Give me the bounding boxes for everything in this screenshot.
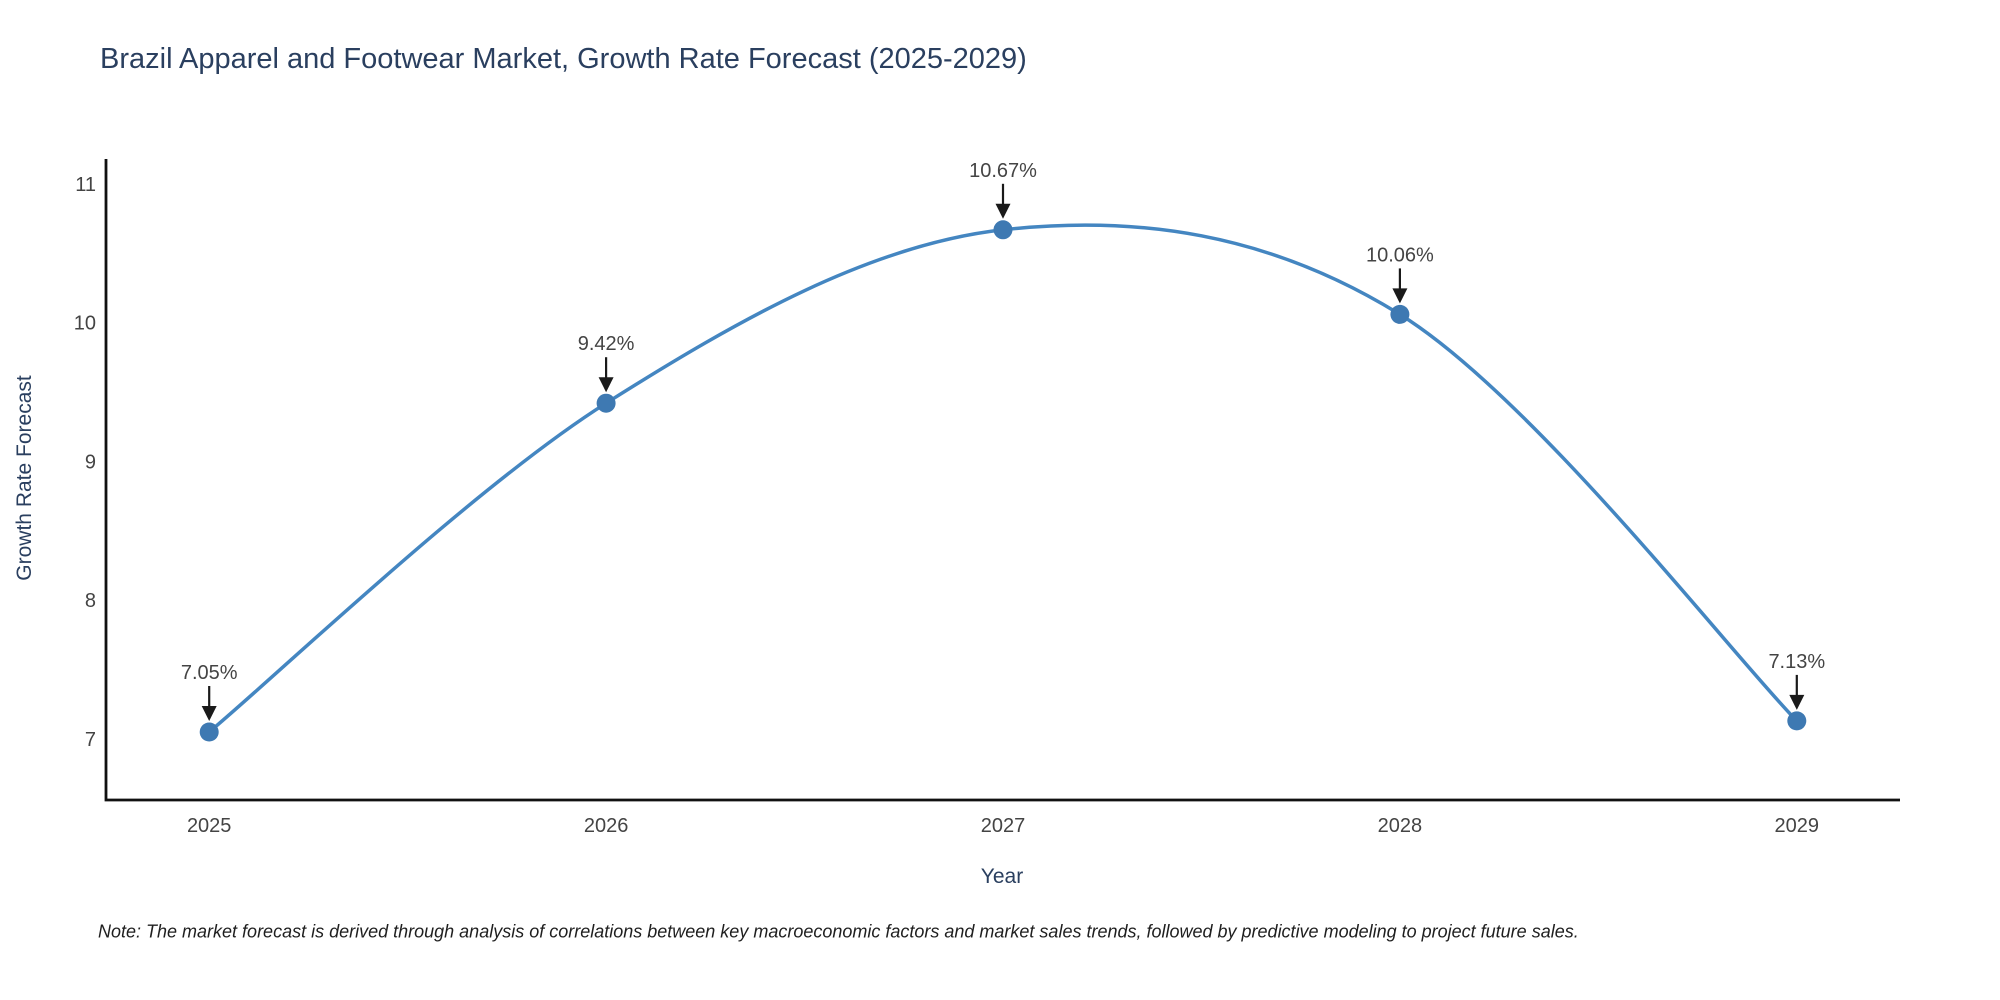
point-value-label: 7.05% (181, 662, 238, 684)
y-tick-label: 9 (85, 452, 96, 474)
data-point-marker[interactable] (199, 722, 219, 742)
point-value-label: 10.06% (1366, 244, 1434, 266)
data-point-marker[interactable] (1787, 711, 1807, 731)
chart-title: Brazil Apparel and Footwear Market, Grow… (100, 43, 1027, 75)
data-point-marker[interactable] (596, 393, 616, 413)
y-tick-label: 10 (74, 313, 96, 335)
annotation-arrowhead-icon (1392, 288, 1408, 304)
forecast-curve (207, 223, 1799, 734)
point-value-label: 7.13% (1768, 651, 1825, 673)
x-tick-label: 2027 (981, 815, 1026, 837)
point-value-label: 10.67% (969, 160, 1037, 182)
annotation-arrowhead-icon (598, 377, 614, 393)
y-tick-label: 8 (85, 590, 96, 612)
point-value-label: 9.42% (578, 333, 635, 355)
x-tick-label: 2028 (1378, 815, 1423, 837)
axis-lines (104, 159, 1900, 802)
data-point-marker[interactable] (993, 220, 1013, 240)
x-tick-label: 2025 (187, 815, 232, 837)
x-tick-label: 2029 (1775, 815, 1820, 837)
x-tick-label: 2026 (584, 815, 629, 837)
annotation-arrowhead-icon (201, 706, 217, 721)
data-point-marker[interactable] (1390, 304, 1410, 324)
y-tick-label: 7 (85, 729, 96, 751)
annotation-arrowhead-icon (995, 203, 1011, 219)
y-tick-label: 11 (75, 174, 96, 196)
x-axis-title: Year (980, 865, 1024, 888)
annotation-arrowhead-icon (1789, 694, 1805, 710)
footnote: Note: The market forecast is derived thr… (98, 921, 1579, 942)
